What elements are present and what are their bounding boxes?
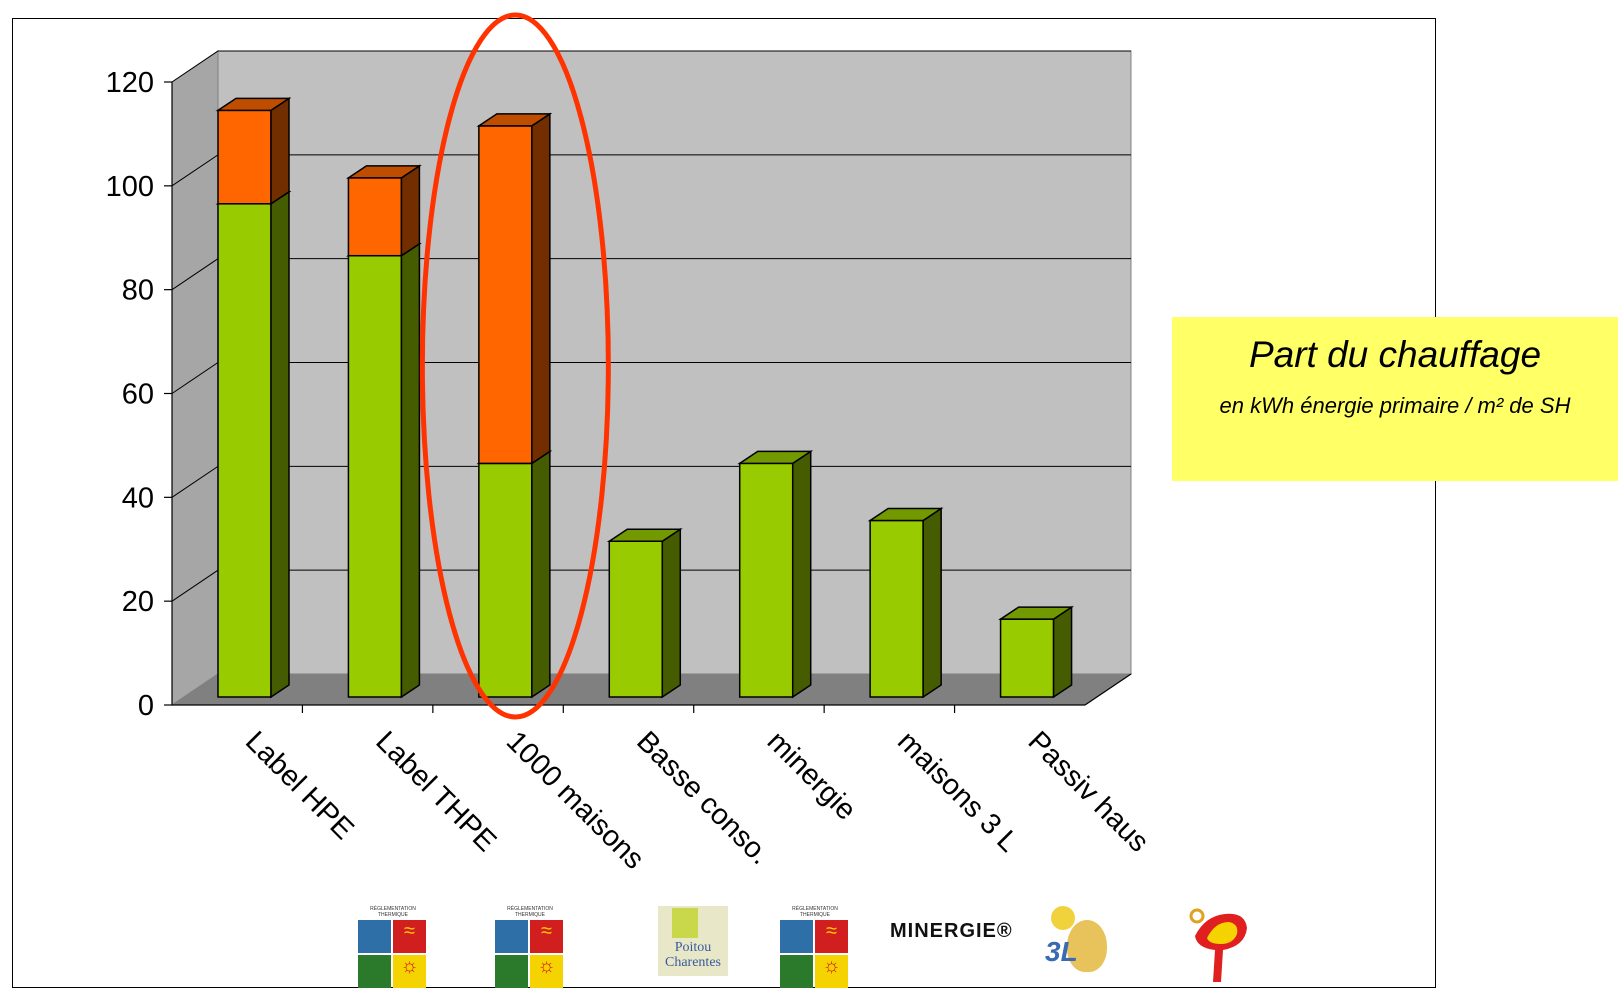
x-tick-label: maisons 3 L (891, 725, 1024, 858)
legend-title: Part du chauffage (1248, 334, 1542, 375)
bar (999, 618, 1055, 698)
logo-caption: RÉGLEMENTATION THERMIQUE (370, 906, 416, 918)
reglementation-thermique-logo: RÉGLEMENTATION THERMIQUE ≈ ☼ (358, 906, 428, 988)
bar-top (345, 165, 422, 179)
x-tick-label: Label HPE (239, 725, 360, 846)
bar-side (531, 112, 551, 465)
logo-caption: RÉGLEMENTATION THERMIQUE (507, 906, 553, 918)
y-tick-label: 120 (106, 67, 154, 99)
passivhaus-logo (1185, 906, 1255, 991)
bar-side (400, 164, 421, 258)
reglementation-thermique-logo: RÉGLEMENTATION THERMIQUE ≈ ☼ (495, 906, 565, 988)
bar-side (531, 449, 551, 699)
legend-box: Part du chauffage en kWh énergie primair… (1172, 317, 1618, 481)
bar (738, 462, 794, 698)
bar (347, 254, 403, 698)
bar (478, 125, 533, 465)
bar (217, 109, 272, 205)
legend-subtitle: en kWh énergie primaire / m² de SH (1219, 393, 1571, 418)
bar-side (791, 449, 812, 699)
bar-side (270, 96, 290, 206)
bar-side (661, 527, 682, 699)
bar-top (737, 450, 814, 465)
bar-top (867, 507, 944, 522)
y-tick-label: 40 (122, 482, 154, 514)
bar-side (400, 242, 421, 699)
y-tick-label: 100 (106, 171, 154, 203)
gridline (171, 50, 1131, 83)
x-axis-depth (1084, 673, 1132, 706)
bar-top (215, 97, 292, 112)
x-tick-label: Passiv haus (1022, 725, 1155, 858)
bar-top (998, 606, 1075, 620)
bar-top (476, 113, 553, 127)
chart-frame (12, 18, 1436, 988)
bar-top (606, 528, 683, 542)
y-tick-label: 80 (122, 275, 154, 307)
logo-text: 3L (1045, 936, 1078, 967)
y-tick-label: 20 (122, 586, 154, 618)
x-tick-label: 1000 maisons (500, 725, 650, 875)
highlight-ellipse (419, 12, 611, 720)
bar-side (270, 190, 290, 699)
y-tick-label: 60 (122, 379, 154, 411)
x-tick-label: Label THPE (369, 725, 502, 858)
reglementation-thermique-logo: RÉGLEMENTATION THERMIQUE ≈ ☼ (780, 906, 850, 988)
bar-side (1052, 605, 1073, 699)
x-tick-label: Basse conso. (630, 725, 776, 871)
bar (869, 519, 924, 698)
bar (608, 540, 664, 698)
bar (217, 203, 272, 698)
minergie-logo: MINERGIE® (890, 920, 1013, 943)
bar-side (922, 507, 942, 699)
bar (347, 177, 403, 257)
3l-logo: 3L (1045, 906, 1115, 976)
x-tick-label: minergie (761, 725, 862, 826)
logo-text: Poitou Charentes (665, 940, 721, 970)
y-tick-label: 0 (138, 690, 154, 722)
logo-caption: RÉGLEMENTATION THERMIQUE (792, 906, 838, 918)
logo-text: MINERGIE® (890, 920, 1013, 942)
bar (478, 462, 533, 698)
poitou-charentes-logo: Poitou Charentes (658, 906, 728, 976)
